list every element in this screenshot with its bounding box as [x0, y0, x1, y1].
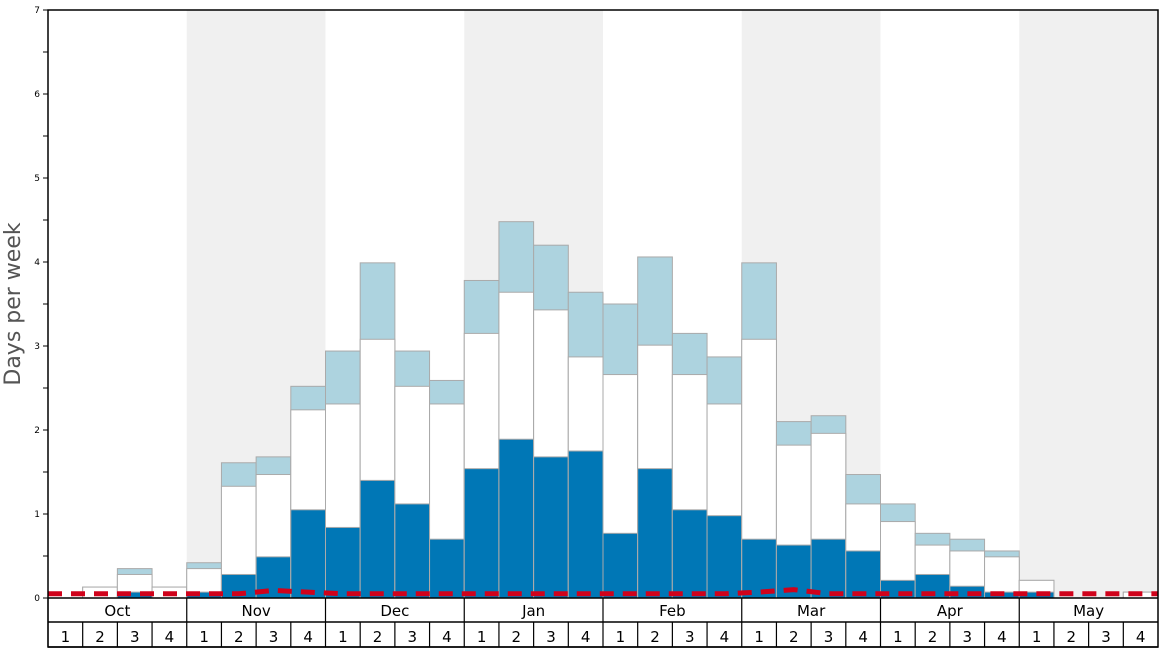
month-label-apr: Apr	[937, 602, 964, 620]
y-tick-label: 6	[34, 90, 40, 100]
bar-blue	[637, 468, 673, 599]
week-label: 4	[858, 628, 868, 646]
month-label-dec: Dec	[380, 602, 409, 620]
month-label-mar: Mar	[797, 602, 826, 620]
month-label-jan: Jan	[521, 602, 545, 620]
y-tick-label: 7	[34, 6, 40, 16]
week-label: 4	[303, 628, 313, 646]
bar-blue	[602, 532, 639, 599]
reference-line-path	[48, 587, 1158, 597]
bar-blue	[290, 509, 326, 599]
week-label: 2	[650, 628, 660, 646]
y-tick-label: 4	[34, 258, 40, 268]
week-label: 3	[269, 628, 279, 646]
bar-blue	[498, 438, 535, 599]
week-label: 2	[789, 628, 799, 646]
y-tick-label: 3	[34, 342, 40, 352]
week-label: 1	[893, 628, 903, 646]
week-label: 4	[165, 628, 175, 646]
bars	[82, 221, 1159, 599]
week-label: 3	[1101, 628, 1111, 646]
week-label: 1	[199, 628, 209, 646]
week-label: 1	[338, 628, 348, 646]
bar-blue	[429, 538, 465, 599]
week-label: 2	[1067, 628, 1077, 646]
week-label: 2	[512, 628, 522, 646]
y-tick-label: 1	[34, 510, 40, 520]
bar-blue	[845, 550, 881, 599]
week-label: 1	[61, 628, 71, 646]
bar-blue	[706, 515, 743, 599]
week-label: 2	[95, 628, 105, 646]
y-axis-label: Days per week	[1, 222, 26, 385]
week-label: 2	[234, 628, 244, 646]
week-label: 3	[546, 628, 556, 646]
bar-blue	[359, 479, 396, 599]
week-label: 4	[997, 628, 1007, 646]
bar-blue	[810, 538, 847, 599]
week-label: 4	[581, 628, 591, 646]
bar-blue	[463, 468, 500, 599]
bar-blue	[567, 450, 604, 599]
week-label: 3	[407, 628, 417, 646]
week-label: 1	[754, 628, 764, 646]
week-label: 3	[130, 628, 140, 646]
y-tick-label: 2	[34, 426, 40, 436]
bar-white	[984, 556, 1020, 599]
bar-blue	[533, 456, 569, 599]
week-label: 4	[1136, 628, 1146, 646]
week-label: 3	[962, 628, 972, 646]
month-label-may: May	[1073, 602, 1104, 620]
month-label-nov: Nov	[241, 602, 270, 620]
y-tick-label: 0	[34, 594, 40, 604]
week-label: 1	[477, 628, 487, 646]
week-label: 1	[616, 628, 626, 646]
week-label: 4	[442, 628, 452, 646]
bar-blue	[325, 526, 361, 599]
week-label: 4	[720, 628, 730, 646]
week-label: 3	[824, 628, 834, 646]
month-shade-may	[1019, 10, 1158, 598]
bar-blue	[671, 509, 708, 599]
bar-blue	[741, 538, 777, 599]
reference-line	[48, 587, 1158, 597]
week-label: 2	[373, 628, 383, 646]
week-label: 2	[928, 628, 938, 646]
week-label: 1	[1032, 628, 1042, 646]
axes: 0 1 2 3 4 5 6 7 Oct 1 2 3 4 Nov 1 2 3 4 Dec 1 2 3 4 Jan 1 2 3 4 Feb 1…	[34, 6, 1159, 648]
month-label-feb: Feb	[659, 602, 686, 620]
week-label: 3	[685, 628, 695, 646]
month-label-oct: Oct	[104, 602, 130, 620]
bar-blue	[394, 503, 431, 599]
y-tick-label: 5	[34, 174, 40, 184]
